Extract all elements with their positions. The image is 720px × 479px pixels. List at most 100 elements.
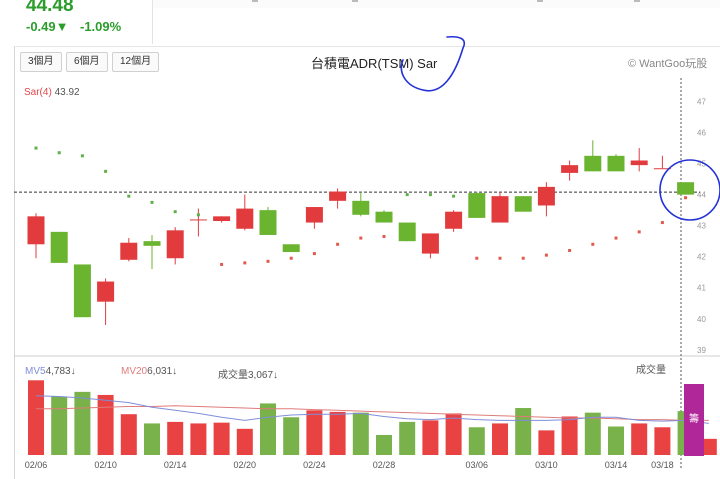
volume-legend-key: 成交量 (218, 370, 248, 381)
candle-body (677, 182, 695, 195)
candle-body (305, 207, 323, 223)
candle-body (120, 242, 138, 260)
sar-dot (452, 194, 456, 198)
x-tick-label: 02/14 (164, 460, 187, 470)
candle-body (421, 233, 439, 254)
sar-dot (336, 242, 340, 246)
volume-bar (120, 414, 137, 455)
sar-dot (312, 252, 316, 256)
candle-body (27, 216, 45, 245)
volume-bar (399, 421, 416, 455)
volume-bar (213, 422, 230, 455)
sar-legend-key: Sar(4) (24, 87, 52, 98)
toolbar-icon[interactable] (352, 0, 358, 2)
volume-bar (306, 410, 323, 455)
sar-dot (243, 261, 247, 265)
x-tick-label: 02/06 (25, 460, 48, 470)
candle-body (398, 222, 416, 242)
volume-bar (167, 421, 184, 455)
candle-body (213, 216, 231, 221)
candle-body (514, 196, 532, 212)
quote-panel: 44.48 -0.49▼ -1.09% (0, 0, 153, 44)
volume-bar (538, 430, 555, 455)
volume-bar (352, 412, 369, 455)
x-tick-label: 03/10 (535, 460, 558, 470)
volume-bar (468, 427, 485, 455)
range-6m-button[interactable]: 6個月 (66, 52, 108, 72)
volume-legend-value: 3,067 (248, 370, 274, 381)
volume-bar (654, 427, 671, 455)
toolbar-icon[interactable] (252, 0, 258, 2)
y-tick-label: 47 (697, 98, 706, 107)
sar-dot (57, 151, 61, 155)
mv20-legend-value: 6,031 (147, 366, 173, 377)
sar-dot (173, 210, 177, 214)
candle-body (630, 160, 648, 166)
candle-body (537, 186, 555, 206)
sar-dot (34, 146, 38, 150)
volume-bar (631, 423, 648, 455)
sar-dot (196, 213, 200, 217)
mv5-legend-key: MV5 (25, 366, 46, 377)
mv20-legend-key: MV20 (121, 366, 148, 377)
volume-bar (445, 413, 462, 455)
candle-body (73, 264, 91, 318)
sar-dot (428, 193, 432, 197)
candle-body (143, 241, 161, 246)
y-tick-label: 46 (697, 129, 706, 138)
candle-body (653, 168, 671, 170)
y-tick-label: 45 (697, 160, 706, 169)
candle-body (607, 155, 625, 172)
volume-bar (190, 423, 207, 455)
range-3m-button[interactable]: 3個月 (20, 52, 62, 72)
sar-dot (405, 193, 409, 197)
sar-dot (127, 194, 131, 198)
volume-bar (236, 428, 253, 455)
volume-bar (74, 391, 91, 455)
sar-dot (521, 256, 525, 260)
volume-panel-title: 成交量 (636, 365, 666, 376)
mv20-legend-arrow: ↓ (172, 366, 178, 377)
volume-bar (376, 434, 392, 455)
sar-dot (289, 256, 293, 260)
candle-body (445, 211, 463, 229)
volume-bar (283, 417, 300, 455)
sar-dot (637, 230, 641, 234)
candle-body (166, 230, 184, 259)
sar-dot (498, 256, 502, 260)
price-change-percent: -1.09% (80, 19, 122, 34)
mv5-line (35, 395, 709, 424)
sar-dot (220, 262, 224, 266)
last-price: 44.48 (26, 0, 74, 16)
chart-title: 台積電ADR(TSM) Sar (311, 56, 438, 71)
x-tick-label: 02/20 (234, 460, 257, 470)
candle-body (491, 196, 509, 223)
sar-dot (544, 253, 548, 257)
x-tick-label: 03/14 (605, 460, 628, 470)
candle-body (352, 200, 370, 215)
range-12m-button[interactable]: 12個月 (112, 52, 160, 72)
volume-bar (329, 411, 346, 455)
sar-legend: Sar(4) 43.92 (24, 87, 80, 98)
side-panel-button[interactable]: 籌 (684, 384, 704, 456)
chart-credit: © WantGoo玩股 (628, 58, 708, 70)
volume-legend: 成交量3,067↓ (218, 366, 278, 381)
annotation-circle (659, 159, 720, 221)
top-toolbar-strip (152, 0, 720, 8)
y-tick-label: 39 (697, 346, 706, 355)
y-tick-label: 40 (697, 315, 706, 324)
candle-body (584, 155, 602, 172)
toolbar-icon[interactable] (537, 0, 543, 2)
mv5-legend-value: 4,783 (45, 366, 71, 377)
volume-bar (515, 408, 532, 455)
volume-bar (492, 423, 508, 455)
candle-body (236, 208, 254, 229)
toolbar-icon[interactable] (634, 0, 640, 2)
sar-dot (475, 256, 479, 260)
y-tick-label: 42 (697, 253, 706, 262)
x-tick-label: 03/06 (466, 460, 489, 470)
sar-legend-value: 43.92 (54, 87, 80, 98)
y-tick-label: 41 (697, 284, 706, 293)
volume-bar (28, 380, 44, 455)
